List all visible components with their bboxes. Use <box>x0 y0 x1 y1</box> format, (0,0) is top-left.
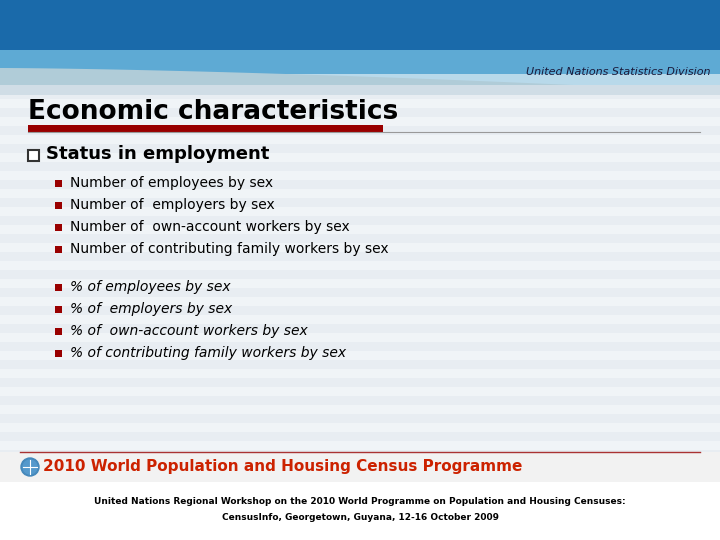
Text: Number of contributing family workers by sex: Number of contributing family workers by… <box>70 242 389 256</box>
Bar <box>0 486 720 495</box>
Bar <box>0 171 720 180</box>
Bar <box>0 468 720 477</box>
Bar <box>55 306 62 313</box>
Bar <box>55 224 62 231</box>
Bar <box>0 117 720 126</box>
Bar <box>0 0 720 9</box>
Text: % of  employers by sex: % of employers by sex <box>70 302 233 316</box>
Bar <box>0 144 720 153</box>
Bar <box>0 423 720 432</box>
Bar <box>0 261 720 270</box>
Bar <box>0 180 720 189</box>
Bar <box>0 405 720 414</box>
Bar <box>0 0 720 55</box>
Bar <box>0 198 720 207</box>
Bar <box>0 90 720 452</box>
Bar <box>0 360 720 369</box>
Bar <box>0 477 720 486</box>
Bar <box>0 396 720 405</box>
Bar <box>0 459 720 468</box>
Text: Number of  own-account workers by sex: Number of own-account workers by sex <box>70 220 350 234</box>
Bar <box>0 153 720 162</box>
Bar <box>0 234 720 243</box>
Bar <box>0 54 720 63</box>
Bar <box>0 36 720 45</box>
Bar <box>0 63 720 72</box>
Bar <box>0 369 720 378</box>
Bar <box>0 342 720 351</box>
Bar <box>0 414 720 423</box>
Bar <box>0 297 720 306</box>
Bar <box>0 50 720 80</box>
Bar <box>0 189 720 198</box>
Bar <box>0 452 720 482</box>
Bar <box>0 482 720 540</box>
Text: Economic characteristics: Economic characteristics <box>28 99 398 125</box>
Bar <box>0 279 720 288</box>
Bar <box>55 284 62 291</box>
Bar <box>0 81 720 90</box>
Bar <box>0 432 720 441</box>
Circle shape <box>21 458 39 476</box>
Text: 2010 World Population and Housing Census Programme: 2010 World Population and Housing Census… <box>43 460 523 475</box>
Bar <box>0 108 720 117</box>
Text: CensusInfo, Georgetown, Guyana, 12-16 October 2009: CensusInfo, Georgetown, Guyana, 12-16 Oc… <box>222 514 498 523</box>
Bar <box>0 450 720 459</box>
Bar <box>0 27 720 36</box>
Bar <box>0 495 720 504</box>
Bar <box>0 162 720 171</box>
Bar <box>0 74 720 92</box>
Bar <box>0 72 720 81</box>
Bar <box>55 246 62 253</box>
Bar <box>0 504 720 513</box>
Bar <box>0 441 720 450</box>
Text: Number of employees by sex: Number of employees by sex <box>70 176 273 190</box>
Bar <box>0 207 720 216</box>
Bar <box>0 9 720 18</box>
Text: % of  own-account workers by sex: % of own-account workers by sex <box>70 324 307 338</box>
Text: Status in employment: Status in employment <box>46 145 269 163</box>
Bar <box>0 216 720 225</box>
Bar <box>0 387 720 396</box>
Bar <box>28 150 39 160</box>
Bar <box>0 315 720 324</box>
Bar <box>0 270 720 279</box>
Text: % of contributing family workers by sex: % of contributing family workers by sex <box>70 346 346 360</box>
Bar <box>0 351 720 360</box>
Text: Number of  employers by sex: Number of employers by sex <box>70 198 275 212</box>
Circle shape <box>23 460 37 474</box>
Bar <box>0 333 720 342</box>
Bar <box>0 99 720 108</box>
Text: % of employees by sex: % of employees by sex <box>70 280 230 294</box>
Bar <box>0 90 720 99</box>
Bar <box>0 513 720 522</box>
Bar <box>55 350 62 357</box>
Bar <box>55 202 62 209</box>
Bar <box>0 324 720 333</box>
Bar <box>0 522 720 531</box>
Bar <box>55 180 62 187</box>
Text: United Nations Regional Workshop on the 2010 World Programme on Population and H: United Nations Regional Workshop on the … <box>94 497 626 507</box>
PathPatch shape <box>0 68 720 92</box>
Text: United Nations Statistics Division: United Nations Statistics Division <box>526 67 710 77</box>
Bar <box>0 306 720 315</box>
Bar <box>0 288 720 297</box>
Bar <box>0 378 720 387</box>
Bar <box>0 252 720 261</box>
Bar <box>0 45 720 54</box>
Bar <box>0 85 720 95</box>
Bar <box>0 225 720 234</box>
Bar <box>0 18 720 27</box>
Bar <box>28 125 383 132</box>
Bar <box>0 126 720 135</box>
Bar <box>0 531 720 540</box>
Bar <box>55 328 62 335</box>
Bar <box>0 243 720 252</box>
Bar <box>0 135 720 144</box>
